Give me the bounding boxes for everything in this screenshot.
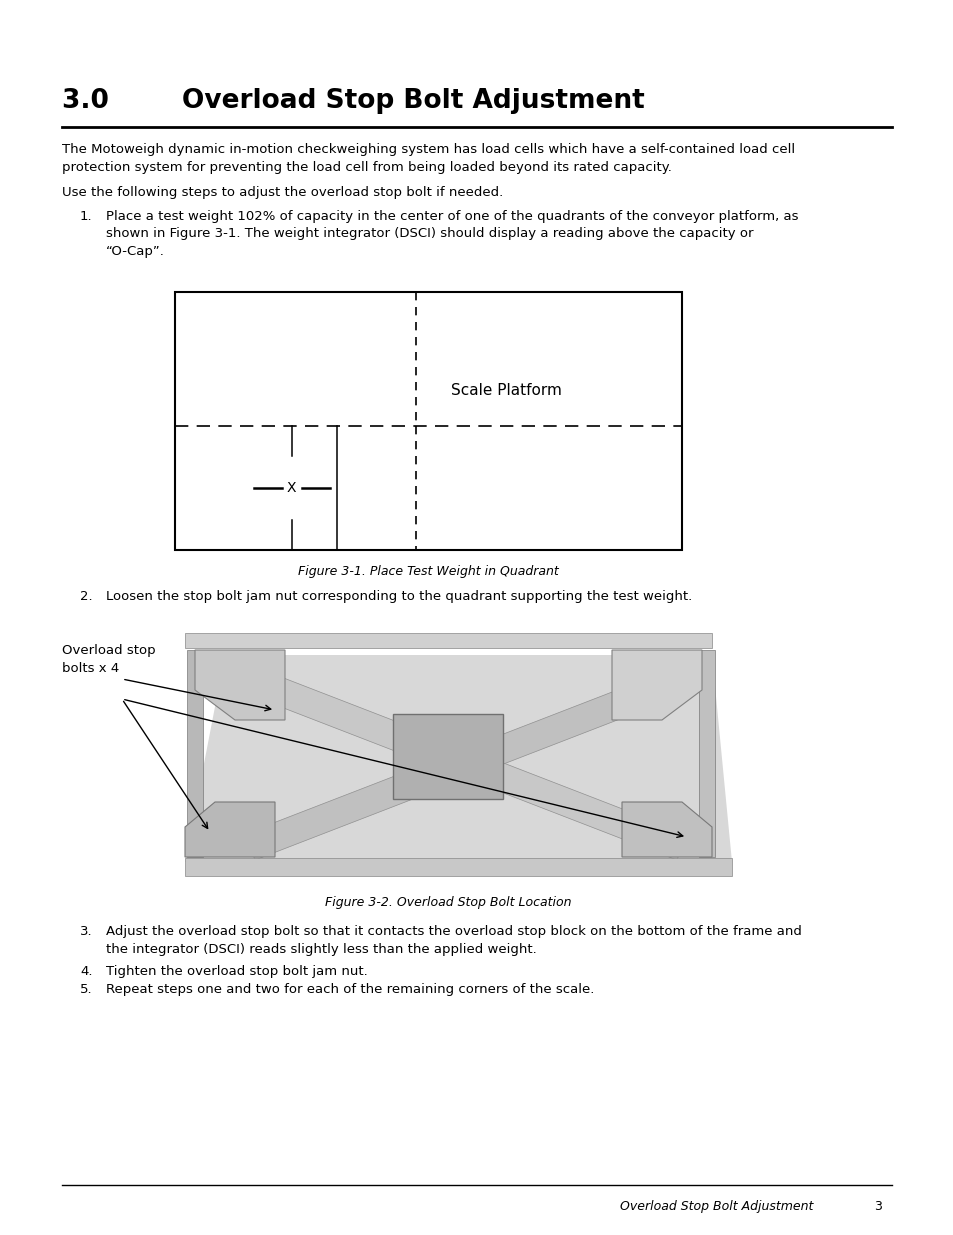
Text: 3.: 3. [80,925,92,939]
Text: 5.: 5. [80,983,92,995]
Text: Place a test weight 102% of capacity in the center of one of the quadrants of th: Place a test weight 102% of capacity in … [106,210,798,258]
Polygon shape [185,655,731,862]
Bar [154,625,741,882]
Polygon shape [185,632,711,647]
Polygon shape [194,650,285,720]
Text: 3.0        Overload Stop Bolt Adjustment: 3.0 Overload Stop Bolt Adjustment [62,88,644,114]
Text: Loosen the stop bolt jam nut corresponding to the quadrant supporting the test w: Loosen the stop bolt jam nut correspondi… [106,590,692,603]
Polygon shape [185,802,274,857]
Text: Use the following steps to adjust the overload stop bolt if needed.: Use the following steps to adjust the ov… [62,186,503,199]
Text: Scale Platform: Scale Platform [451,383,561,398]
Text: 1.: 1. [80,210,92,224]
Text: Figure 3-1. Place Test Weight in Quadrant: Figure 3-1. Place Test Weight in Quadran… [297,564,558,578]
Polygon shape [187,650,203,857]
Text: 2.: 2. [80,590,92,603]
Polygon shape [612,650,701,720]
Text: Tighten the overload stop bolt jam nut.: Tighten the overload stop bolt jam nut. [106,965,367,978]
Text: Repeat steps one and two for each of the remaining corners of the scale.: Repeat steps one and two for each of the… [106,983,594,995]
Polygon shape [245,667,686,860]
Polygon shape [621,802,711,857]
Text: The Motoweigh dynamic in-motion checkweighing system has load cells which have a: The Motoweigh dynamic in-motion checkwei… [62,143,794,173]
Bar [174,291,681,550]
Text: X: X [287,482,296,495]
Text: Overload stop
bolts x 4: Overload stop bolts x 4 [62,643,155,676]
Text: Figure 3-2. Overload Stop Bolt Location: Figure 3-2. Overload Stop Bolt Location [325,897,571,909]
Text: 3: 3 [873,1200,882,1213]
Polygon shape [699,650,714,857]
Polygon shape [245,667,686,860]
Text: Overload Stop Bolt Adjustment: Overload Stop Bolt Adjustment [619,1200,813,1213]
Text: Adjust the overload stop bolt so that it contacts the overload stop block on the: Adjust the overload stop bolt so that it… [106,925,801,956]
Polygon shape [185,858,731,876]
Text: 4.: 4. [80,965,92,978]
Bar [393,714,503,799]
